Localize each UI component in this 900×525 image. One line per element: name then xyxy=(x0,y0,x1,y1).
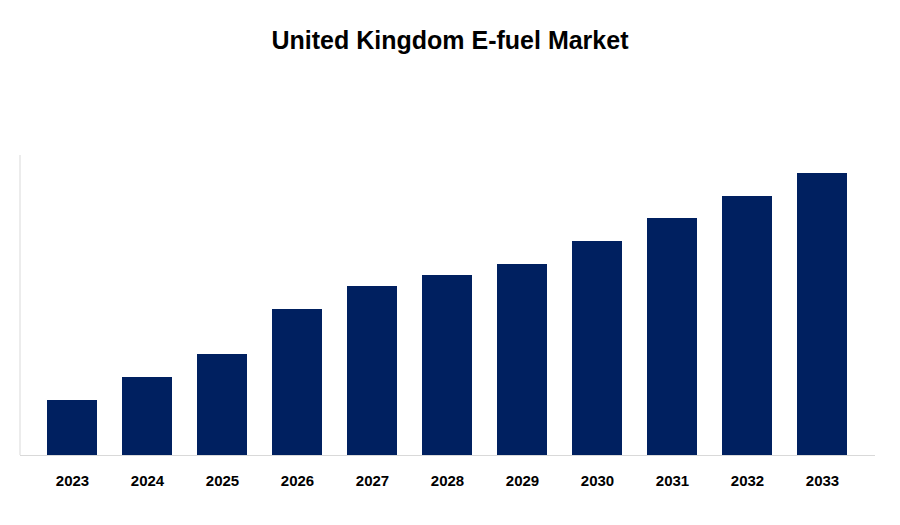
svg-text:2025: 2025 xyxy=(206,472,239,489)
html-text:United Kingdom E-fuel Market: United Kingdom E-fuel Market xyxy=(271,26,629,54)
svg-text:2024: 2024 xyxy=(131,472,165,489)
svg-text:2026: 2026 xyxy=(281,472,314,489)
svg-text:2030: 2030 xyxy=(581,472,614,489)
svg-text:2027: 2027 xyxy=(356,472,389,489)
svg-text:2032: 2032 xyxy=(731,472,764,489)
svg-text:2029: 2029 xyxy=(506,472,539,489)
svg-text:2028: 2028 xyxy=(431,472,464,489)
svg-text:2023: 2023 xyxy=(56,472,89,489)
svg-text:2033: 2033 xyxy=(806,472,839,489)
svg-text:2031: 2031 xyxy=(656,472,689,489)
